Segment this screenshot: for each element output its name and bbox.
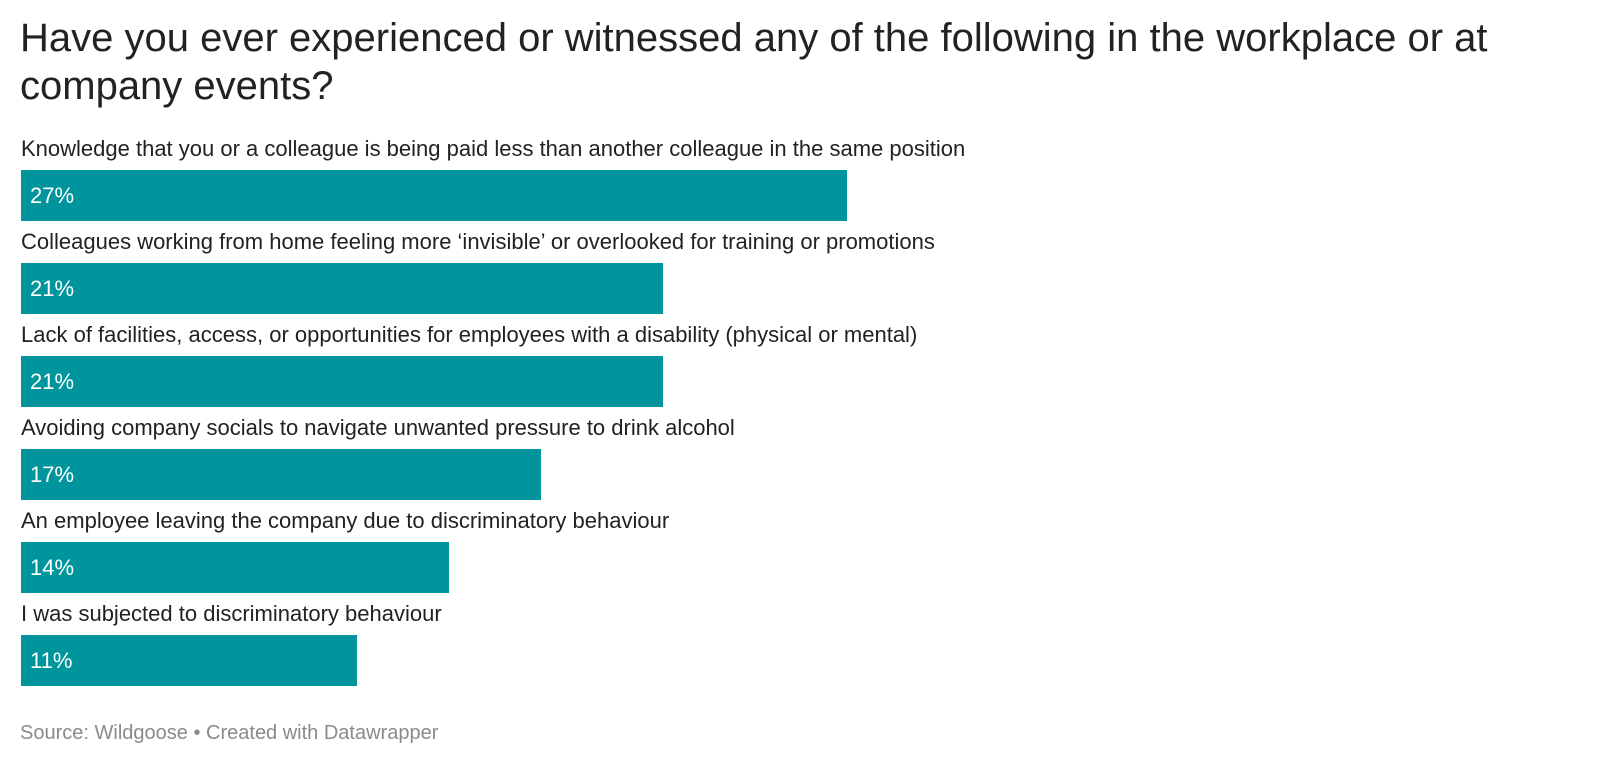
- category-label: Avoiding company socials to navigate unw…: [21, 415, 735, 440]
- source-footer: Source: Wildgoose • Created with Datawra…: [20, 720, 438, 746]
- bar-track: 11%: [21, 635, 1581, 686]
- source-label: Source:: [20, 722, 89, 744]
- bar-row: I was subjected to discriminatory behavi…: [21, 599, 1581, 693]
- category-label: Colleagues working from home feeling mor…: [21, 229, 935, 254]
- value-label: 27%: [30, 183, 75, 208]
- category-label: I was subjected to discriminatory behavi…: [21, 601, 442, 626]
- value-label: 11%: [30, 648, 73, 673]
- bar-row: Colleagues working from home feeling mor…: [21, 227, 1581, 321]
- category-label: An employee leaving the company due to d…: [21, 508, 670, 533]
- bar-row: Lack of facilities, access, or opportuni…: [21, 320, 1581, 414]
- source-name: Wildgoose: [94, 722, 188, 744]
- bar-row: Avoiding company socials to navigate unw…: [21, 413, 1581, 507]
- bar-row: Knowledge that you or a colleague is bei…: [21, 134, 1581, 228]
- value-label: 21%: [30, 369, 75, 394]
- category-label: Lack of facilities, access, or opportuni…: [21, 322, 918, 347]
- value-label: 21%: [30, 276, 75, 301]
- value-label: 17%: [30, 462, 75, 487]
- bar-track: 27%: [21, 170, 1581, 221]
- bar-track: 21%: [21, 263, 1581, 314]
- footer-separator: •: [193, 722, 201, 744]
- bar: 27%: [21, 170, 847, 221]
- bar-row: An employee leaving the company due to d…: [21, 506, 1581, 600]
- bar: 14%: [21, 542, 449, 593]
- category-label: Knowledge that you or a colleague is bei…: [21, 136, 966, 161]
- bar: 11%: [21, 635, 357, 686]
- chart-title: Have you ever experienced or witnessed a…: [20, 16, 1488, 108]
- bar-track: 21%: [21, 356, 1581, 407]
- bar-track: 17%: [21, 449, 1581, 500]
- bar: 21%: [21, 263, 663, 314]
- value-label: 14%: [30, 555, 75, 580]
- bar: 17%: [21, 449, 541, 500]
- bar-track: 14%: [21, 542, 1581, 593]
- bar: 21%: [21, 356, 663, 407]
- bar-chart: Knowledge that you or a colleague is bei…: [21, 134, 1581, 704]
- datawrapper-credit: Created with Datawrapper: [206, 722, 439, 744]
